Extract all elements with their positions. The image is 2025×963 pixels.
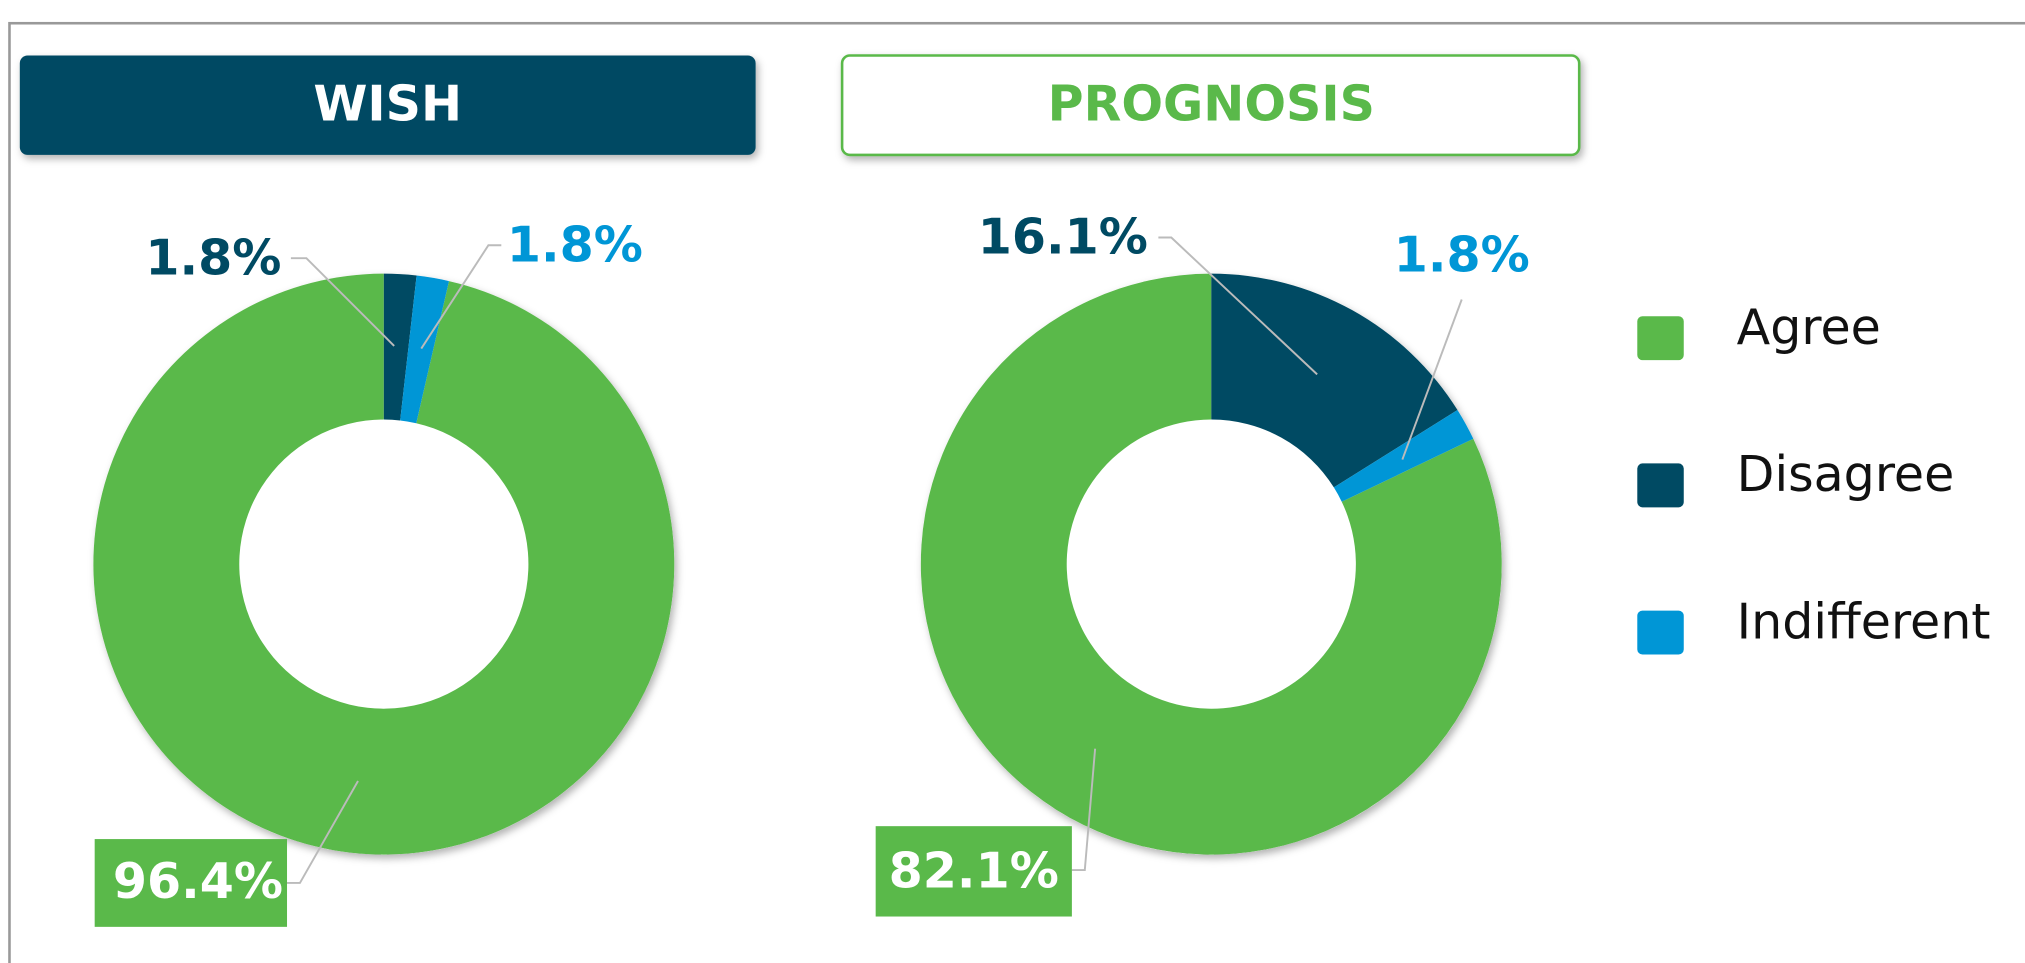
header-box xyxy=(19,55,756,155)
donut-segment xyxy=(383,273,417,421)
label-box xyxy=(875,826,1072,917)
data-label: 1.8% xyxy=(507,215,643,273)
leader-line xyxy=(287,780,359,884)
data-label: 1.8% xyxy=(1394,226,1530,284)
leader-line xyxy=(1158,236,1318,376)
donut-segment xyxy=(1211,273,1458,488)
data-label: 96.4% xyxy=(113,852,283,910)
leader-line xyxy=(1401,299,1463,460)
chart-title: PROGNOSIS xyxy=(1048,75,1375,133)
legend-swatch xyxy=(1637,463,1684,508)
leader-line xyxy=(1071,748,1097,872)
leader-line xyxy=(290,257,395,347)
data-label: 16.1% xyxy=(978,208,1148,266)
donut-segment xyxy=(93,273,675,855)
donut-segment xyxy=(920,273,1502,855)
donut-segment xyxy=(400,275,449,424)
leader-line xyxy=(420,244,502,350)
legend-label: Disagree xyxy=(1737,445,1955,503)
legend-swatch xyxy=(1637,610,1684,655)
chart-title: WISH xyxy=(313,75,462,133)
data-label: 82.1% xyxy=(889,841,1059,899)
data-label: 1.8% xyxy=(145,228,281,286)
legend-label: Indifferent xyxy=(1737,592,1991,650)
legend-label: Agree xyxy=(1737,298,1881,356)
header-box xyxy=(840,54,1581,157)
legend-swatch xyxy=(1637,316,1684,361)
label-box xyxy=(94,839,288,927)
